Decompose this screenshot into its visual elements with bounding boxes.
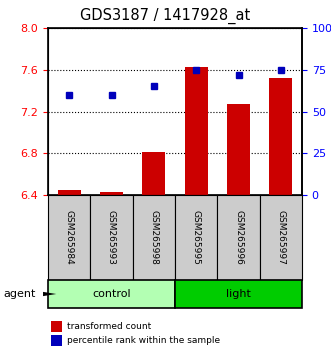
Text: GSM265993: GSM265993 [107,210,116,265]
Bar [227,104,250,195]
Bar [142,152,166,195]
Text: light: light [226,289,251,299]
Bar [58,190,81,195]
Text: percentile rank within the sample: percentile rank within the sample [67,336,220,345]
Text: GSM265995: GSM265995 [192,210,201,265]
Bar [100,192,123,195]
Text: GSM265998: GSM265998 [149,210,158,265]
Bar [184,67,208,195]
Bar [269,78,293,195]
Text: GSM265984: GSM265984 [65,210,74,265]
Text: control: control [92,289,131,299]
Text: GSM265996: GSM265996 [234,210,243,265]
Text: agent: agent [3,289,36,299]
Text: GSM265997: GSM265997 [276,210,285,265]
Text: GDS3187 / 1417928_at: GDS3187 / 1417928_at [80,8,251,24]
Text: transformed count: transformed count [67,322,151,331]
